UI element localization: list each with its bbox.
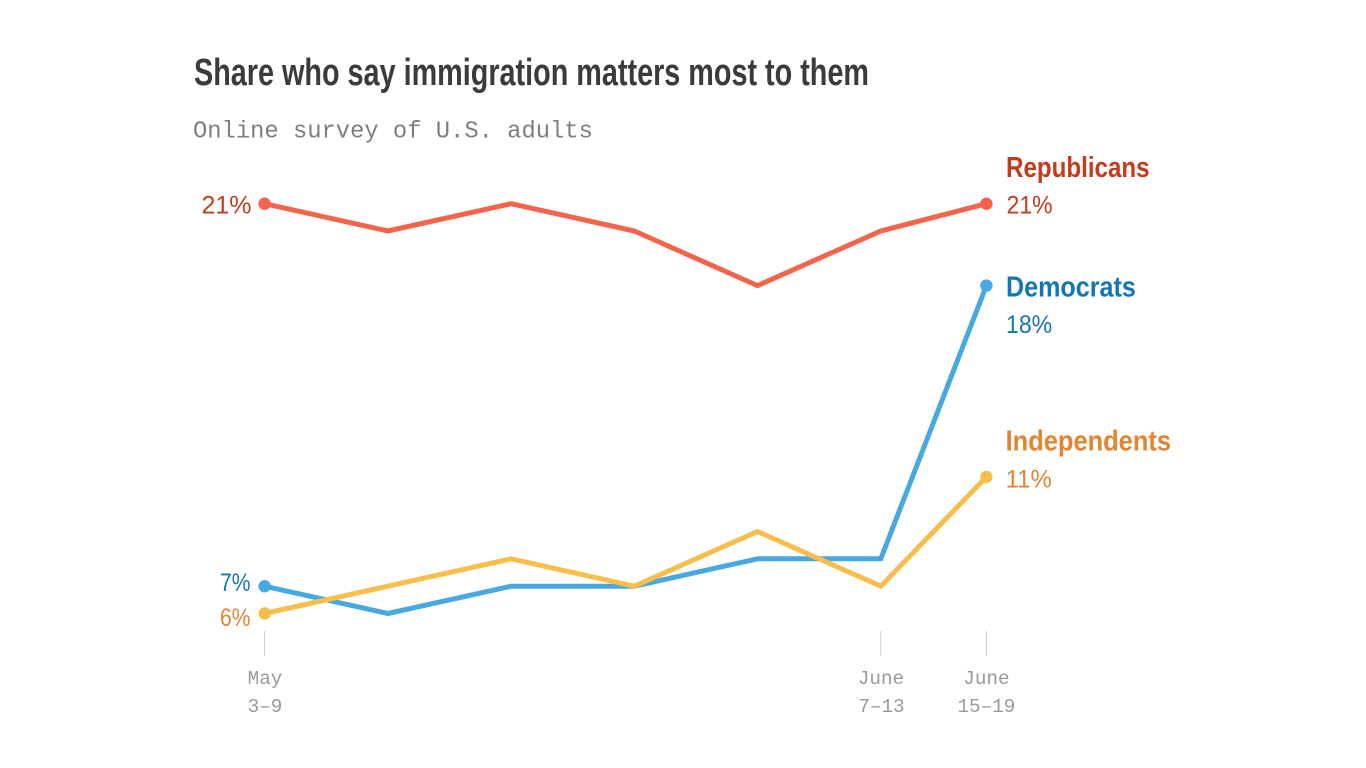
- svg-text:Democrats: Democrats: [1006, 271, 1136, 303]
- svg-text:15–19: 15–19: [957, 696, 1015, 718]
- svg-text:May: May: [248, 668, 283, 690]
- svg-text:Share who say immigration matt: Share who say immigration matters most t…: [194, 52, 869, 94]
- svg-text:21%: 21%: [1007, 192, 1053, 220]
- svg-text:Independents: Independents: [1006, 426, 1171, 458]
- svg-text:Online survey of U.S. adults: Online survey of U.S. adults: [193, 119, 593, 146]
- svg-text:21%: 21%: [201, 192, 251, 220]
- svg-text:June: June: [858, 668, 904, 690]
- svg-text:7%: 7%: [220, 569, 251, 597]
- svg-text:6%: 6%: [220, 604, 251, 632]
- svg-text:Republicans: Republicans: [1006, 152, 1150, 184]
- svg-text:3–9: 3–9: [248, 696, 283, 718]
- svg-text:June: June: [963, 668, 1009, 690]
- svg-text:11%: 11%: [1006, 466, 1052, 494]
- svg-text:18%: 18%: [1006, 311, 1052, 339]
- svg-text:7–13: 7–13: [858, 696, 904, 718]
